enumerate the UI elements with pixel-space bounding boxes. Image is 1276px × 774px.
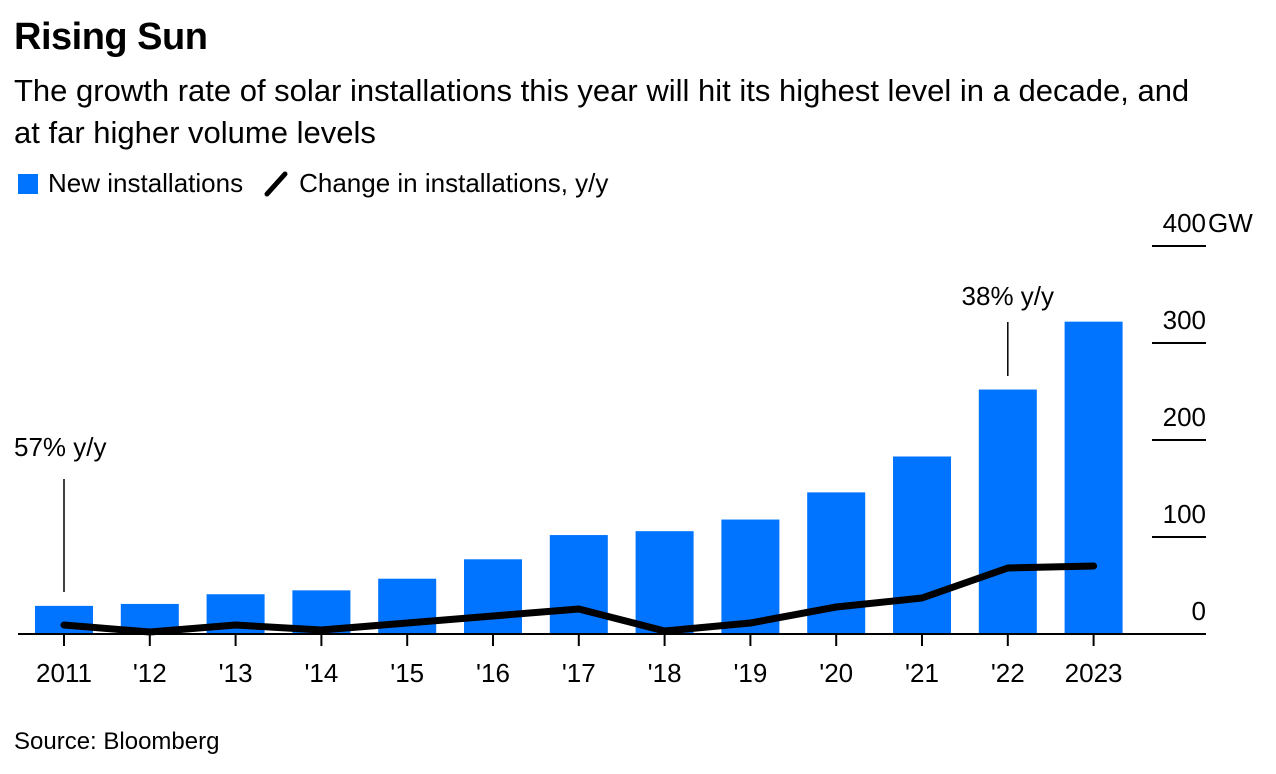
line-swatch-icon — [264, 171, 288, 196]
bar — [464, 559, 522, 634]
source-note: Source: Bloomberg — [14, 728, 220, 755]
y-tick-label: 0 — [1192, 596, 1206, 626]
y-tick-label: 200 — [1163, 402, 1206, 432]
y-tick-label: 400 — [1163, 208, 1206, 238]
legend-label-bars: New installations — [48, 168, 244, 198]
bar — [1064, 321, 1123, 634]
bar — [978, 389, 1037, 634]
x-tick-label: '19 — [733, 658, 767, 688]
y-tick-label: 100 — [1163, 499, 1206, 529]
x-tick-label: '20 — [819, 658, 853, 688]
x-tick-label: 2011 — [36, 658, 92, 688]
legend: New installations Change in installation… — [18, 168, 628, 199]
legend-label-line: Change in installations, y/y — [299, 168, 609, 198]
x-tick-label: '18 — [648, 658, 682, 688]
bar-swatch-icon — [18, 173, 38, 194]
x-tick-label: '12 — [133, 658, 167, 688]
line-series — [60, 562, 1098, 636]
bar — [893, 456, 951, 634]
x-tick-label: 2023 — [1065, 658, 1123, 688]
x-tick-label: '17 — [562, 658, 596, 688]
legend-item-bars: New installations — [18, 168, 243, 199]
bar — [635, 531, 694, 634]
x-tick-label: '13 — [219, 658, 253, 688]
bar — [721, 519, 780, 634]
chart-subtitle: The growth rate of solar installations t… — [14, 73, 1190, 150]
y-axis-unit: GW — [1208, 208, 1253, 238]
legend-item-line: Change in installations, y/y — [263, 168, 608, 199]
x-tick-label: '21 — [905, 658, 939, 688]
x-tick-label: '16 — [476, 658, 510, 688]
x-tick-label: '15 — [390, 658, 424, 688]
annotation-label: 57% y/y — [14, 432, 107, 462]
bar — [549, 535, 608, 634]
x-tick-label: '14 — [304, 658, 338, 688]
y-tick-label: 300 — [1163, 305, 1206, 335]
x-tick-label: '22 — [991, 658, 1025, 688]
chart-title: Rising Sun — [14, 16, 208, 58]
annotation-label: 38% y/y — [962, 281, 1055, 311]
